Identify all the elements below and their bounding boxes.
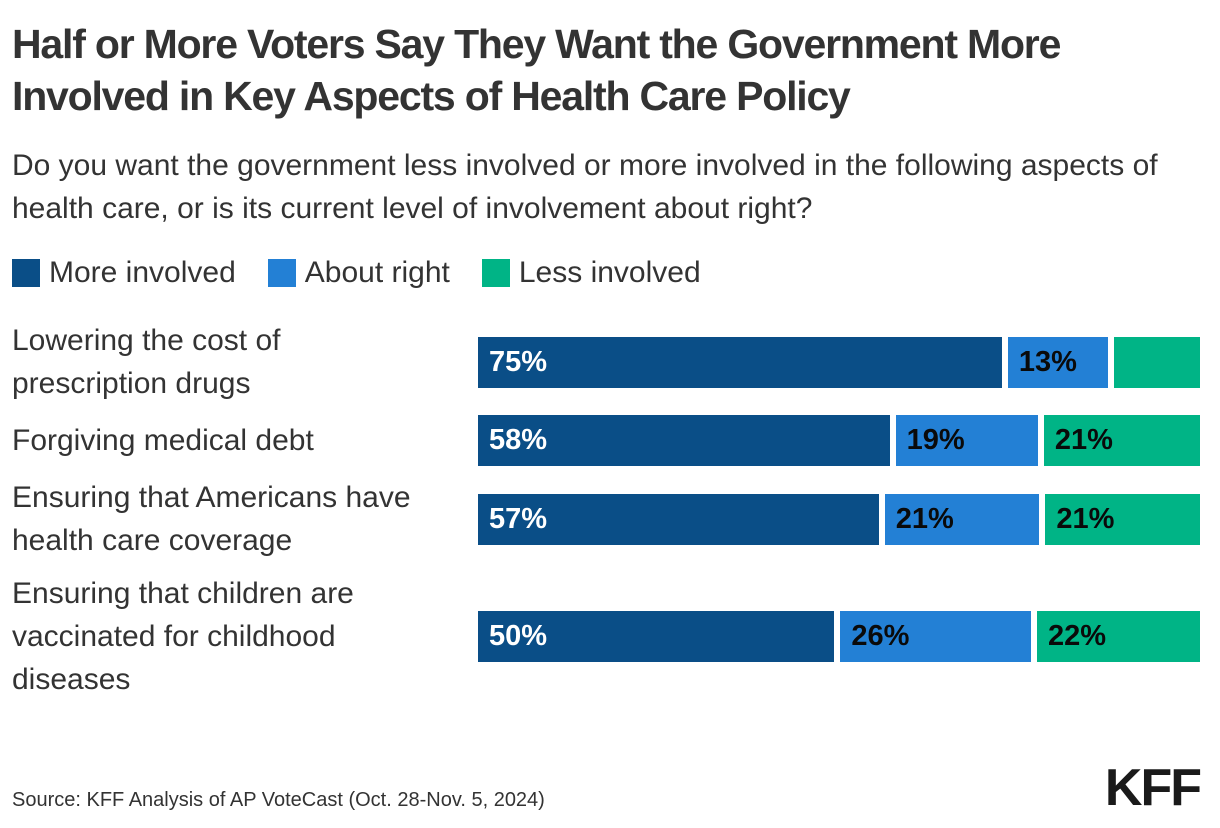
legend: More involved About right Less involved <box>12 255 1200 290</box>
legend-item-less-involved: Less involved <box>481 255 701 290</box>
legend-swatch-about-right <box>267 258 296 287</box>
bar-segment-less-involved: 21% <box>1043 415 1200 466</box>
chart-row-prescription-drugs: Lowering the cost of prescription drugs … <box>12 319 1200 405</box>
legend-item-about-right: About right <box>267 255 450 290</box>
chart-title: Half or More Voters Say They Want the Go… <box>12 21 1061 119</box>
legend-label: More involved <box>49 255 236 289</box>
category-label: Forgiving medical debt <box>12 424 314 457</box>
legend-swatch-more-involved <box>12 258 40 287</box>
source-note: Source: KFF Analysis of AP VoteCast (Oct… <box>12 789 545 811</box>
bar-segment-more-involved: 57% <box>478 493 879 545</box>
kff-logo: KFF <box>1104 759 1202 817</box>
legend-label: About right <box>304 255 450 289</box>
category-label: Ensuring that children are vaccinated fo… <box>12 577 354 696</box>
bar-segment-about-right: 19% <box>895 415 1038 466</box>
bar-segment-less-involved: 21% <box>1045 493 1200 545</box>
chart-row-health-coverage: Ensuring that Americans have health care… <box>12 476 1200 562</box>
bar-segment-about-right: 21% <box>884 493 1040 545</box>
legend-swatch-less-involved <box>481 258 510 287</box>
bar-segment-more-involved: 50% <box>478 611 835 662</box>
bar-group: 58% 19% 21% <box>478 415 1200 466</box>
bar-segment-more-involved: 75% <box>478 336 1002 388</box>
bar-segment-about-right: 13% <box>1007 336 1108 388</box>
bar-segment-about-right: 26% <box>840 611 1032 662</box>
bar-segment-less-involved: 22% <box>1037 611 1200 662</box>
bar-segment-more-involved: 58% <box>478 415 890 466</box>
chart-row-medical-debt: Forgiving medical debt 58% 19% 21% <box>12 415 1200 466</box>
bar-group: 57% 21% 21% <box>478 493 1200 545</box>
stacked-bar-chart: Lowering the cost of prescription drugs … <box>12 319 1200 701</box>
legend-item-more-involved: More involved <box>12 256 236 290</box>
bar-group: 50% 26% 22% <box>478 611 1200 662</box>
chart-row-child-vaccination: Ensuring that children are vaccinated fo… <box>12 572 1200 701</box>
bar-segment-less-involved <box>1113 336 1200 388</box>
category-label: Lowering the cost of prescription drugs <box>12 324 281 400</box>
bar-group: 75% 13% <box>478 336 1200 388</box>
chart-subtitle: Do you want the government less involved… <box>12 149 1158 225</box>
legend-label: Less involved <box>518 255 701 289</box>
category-label: Ensuring that Americans have health care… <box>12 481 411 557</box>
